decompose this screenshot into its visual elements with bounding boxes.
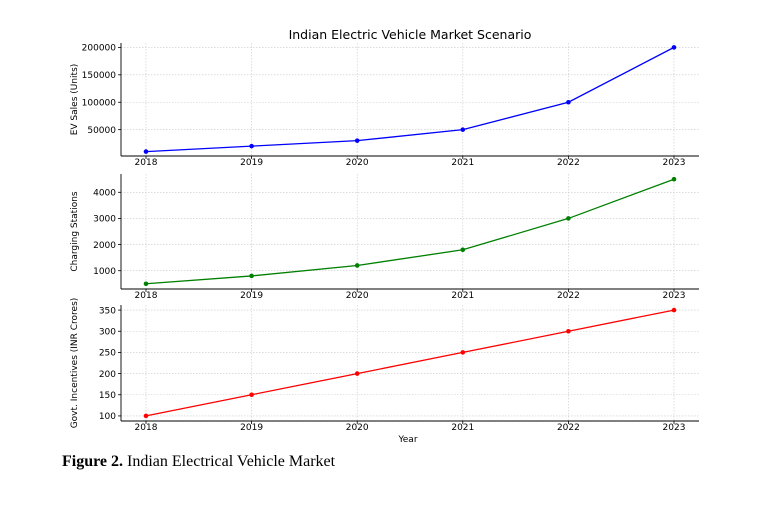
x-tick-label: 2021 xyxy=(451,423,474,433)
y-axis-label: Charging Stations xyxy=(70,191,80,272)
x-tick-label: 2021 xyxy=(451,291,474,301)
x-tick-label: 2020 xyxy=(346,423,369,433)
data-point-govt-incentives-2019 xyxy=(249,392,254,398)
x-tick-label: 2018 xyxy=(135,291,158,301)
chart-title: Indian Electric Vehicle Market Scenario xyxy=(289,27,532,42)
figure-caption: Figure 2. Indian Electrical Vehicle Mark… xyxy=(62,453,335,471)
y-tick-label: 50000 xyxy=(87,126,116,136)
x-tick-label: 2018 xyxy=(135,158,158,168)
y-axis-label: Govt. Incentives (INR Crores) xyxy=(70,298,80,429)
y-tick-label: 150000 xyxy=(82,71,117,81)
data-point-ev-sales-2021 xyxy=(460,127,466,132)
x-tick-label: 2020 xyxy=(346,291,369,301)
y-tick-label: 200 xyxy=(99,370,116,380)
x-tick-label: 2022 xyxy=(557,291,580,301)
y-tick-label: 100 xyxy=(99,412,116,422)
data-point-charging-stations-2022 xyxy=(566,216,571,221)
data-point-ev-sales-2023 xyxy=(671,45,677,50)
x-tick-label: 2019 xyxy=(240,423,263,433)
data-point-charging-stations-2023 xyxy=(671,176,677,182)
y-tick-label: 150 xyxy=(99,391,116,401)
data-point-charging-stations-2021 xyxy=(460,247,466,253)
data-point-charging-stations-2020 xyxy=(354,263,360,268)
y-tick-label: 200000 xyxy=(82,44,117,54)
data-point-govt-incentives-2021 xyxy=(460,350,466,355)
x-tick-label: 2019 xyxy=(240,291,263,301)
x-tick-label: 2021 xyxy=(451,158,474,168)
data-point-ev-sales-2018 xyxy=(143,149,149,154)
x-tick-label: 2022 xyxy=(557,423,580,433)
series-line-govt-incentives xyxy=(145,309,675,417)
y-tick-label: 350 xyxy=(99,306,116,316)
series-line-ev-sales xyxy=(145,46,675,153)
y-tick-label: 2000 xyxy=(93,241,116,251)
data-point-charging-stations-2018 xyxy=(143,281,149,287)
x-tick-label: 2023 xyxy=(663,158,686,168)
x-tick-label: 2023 xyxy=(663,291,686,301)
y-tick-label: 300 xyxy=(99,327,116,337)
x-axis-label: Year xyxy=(397,435,417,445)
series-line-charging-stations xyxy=(145,178,675,285)
panel-charging-stations: 2018 2019 2020 2021 2022 2023 1000 2000 3000 4000… xyxy=(70,174,699,301)
caption-text: Indian Electrical Vehicle Market xyxy=(123,453,336,470)
data-point-ev-sales-2019 xyxy=(249,143,254,149)
data-point-ev-sales-2022 xyxy=(566,99,571,105)
x-tick-label: 2022 xyxy=(557,158,580,168)
caption-label: Figure 2. xyxy=(62,453,124,470)
y-tick-label: 100000 xyxy=(82,98,117,108)
data-point-govt-incentives-2020 xyxy=(354,371,360,376)
panel-govt-incentives: 2018 2019 2020 2021 2022 2023 100 150 200 250 300 3… xyxy=(70,298,699,445)
x-tick-label: 2018 xyxy=(135,423,158,433)
x-tick-label: 2020 xyxy=(346,158,369,168)
data-point-ev-sales-2020 xyxy=(354,138,360,143)
y-tick-label: 3000 xyxy=(93,215,116,225)
data-point-govt-incentives-2022 xyxy=(566,328,571,334)
data-point-charging-stations-2019 xyxy=(249,273,254,279)
panel-ev-sales: 2018 2019 2020 2021 2022 2023 50000 100000 15000… xyxy=(70,43,699,168)
y-tick-label: 1000 xyxy=(93,267,116,277)
y-axis-label: EV Sales (Units) xyxy=(70,64,80,136)
data-point-govt-incentives-2023 xyxy=(671,307,677,313)
y-tick-label: 250 xyxy=(99,349,116,359)
y-tick-label: 4000 xyxy=(93,188,116,198)
data-point-govt-incentives-2018 xyxy=(143,413,149,419)
x-tick-label: 2019 xyxy=(240,158,263,168)
x-tick-label: 2023 xyxy=(663,423,686,433)
